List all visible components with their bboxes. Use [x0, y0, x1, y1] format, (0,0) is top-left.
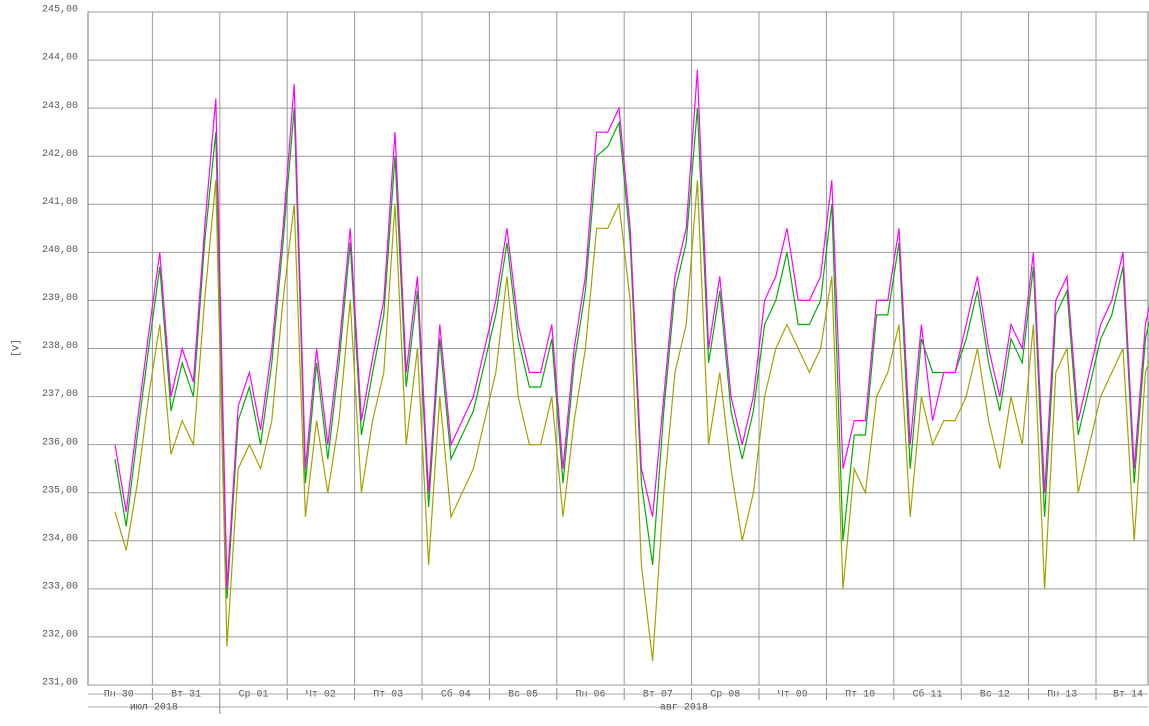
y-tick-label: 232,00	[42, 630, 78, 641]
x-tick-label: Пт 10	[845, 690, 875, 701]
y-tick-label: 237,00	[42, 389, 78, 400]
y-tick-label: 233,00	[42, 581, 78, 592]
y-tick-label: 239,00	[42, 293, 78, 304]
x-tick-label: Ср 08	[710, 690, 740, 701]
x-tick-label: Вт 31	[171, 690, 201, 701]
series-line	[114, 69, 1149, 589]
series-line	[114, 180, 1149, 662]
y-tick-label: 234,00	[42, 533, 78, 544]
y-axis-label: [V]	[11, 339, 23, 357]
x-tick-label: Вс 12	[980, 690, 1010, 701]
y-tick-label: 236,00	[42, 437, 78, 448]
x-tick-label: Ср 01	[238, 690, 268, 701]
x-tick-label: Пн 30	[104, 690, 134, 701]
y-tick-label: 245,00	[42, 5, 78, 16]
y-tick-label: 235,00	[42, 485, 78, 496]
y-tick-label: 240,00	[42, 245, 78, 256]
x-tick-label: Вт 07	[643, 690, 673, 701]
y-tick-label: 244,00	[42, 53, 78, 64]
x-tick-label: Пн 06	[575, 690, 605, 701]
y-tick-label: 242,00	[42, 149, 78, 160]
y-tick-label: 231,00	[42, 678, 78, 689]
x-tick-label: Пн 13	[1047, 690, 1077, 701]
y-tick-label: 243,00	[42, 101, 78, 112]
x-tick-label: Чт 02	[306, 690, 336, 701]
month-label: авг 2018	[660, 703, 708, 714]
y-tick-label: 238,00	[42, 341, 78, 352]
x-tick-label: Вт 14	[1113, 690, 1143, 701]
x-tick-label: Вс 05	[508, 690, 538, 701]
y-tick-label: 241,00	[42, 197, 78, 208]
x-tick-label: Чт 09	[778, 690, 808, 701]
x-tick-label: Пт 03	[373, 690, 403, 701]
series-line	[114, 108, 1149, 599]
month-label: июл 2018	[130, 703, 178, 714]
